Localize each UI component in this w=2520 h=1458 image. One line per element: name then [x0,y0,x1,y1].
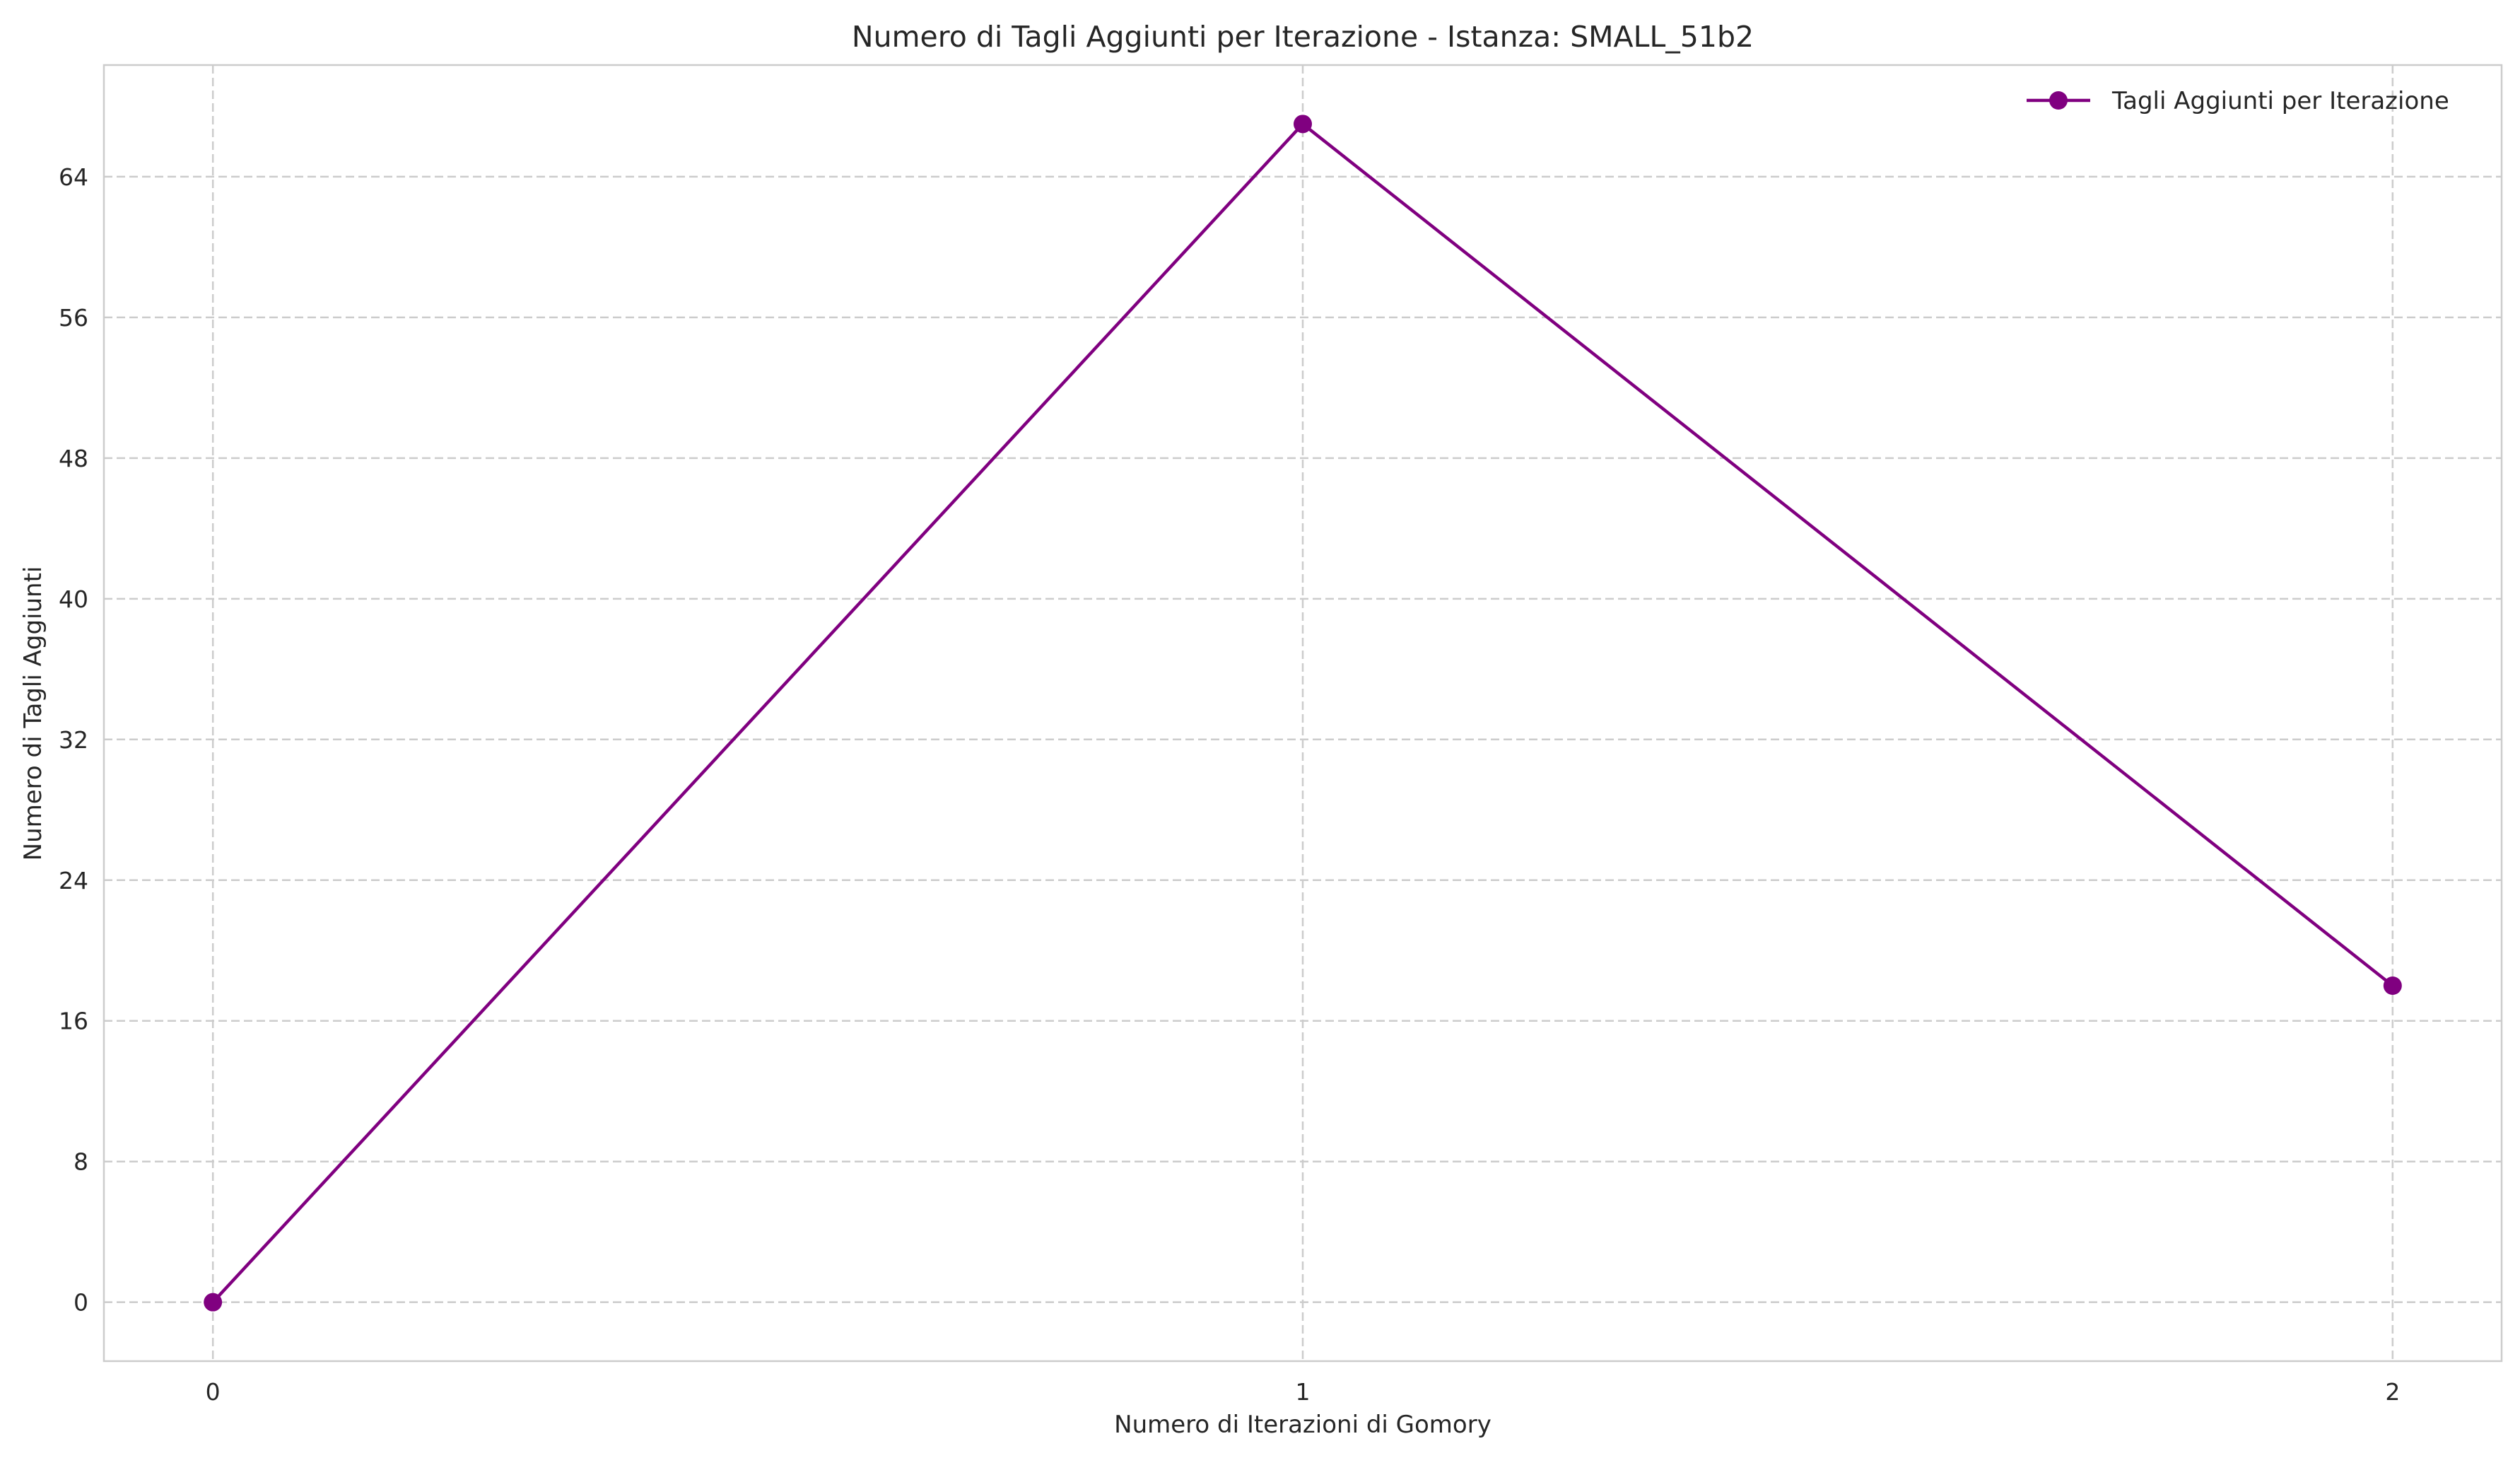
legend: Tagli Aggiunti per Iterazione [2027,87,2449,115]
grid-lines [104,65,2502,1361]
y-tick-label: 56 [59,304,88,332]
y-tick-label: 64 [59,163,88,191]
y-tick-label: 32 [59,726,88,754]
y-tick-labels: 0 8 16 24 32 40 48 56 64 [59,163,88,1317]
y-tick-label: 8 [74,1148,88,1176]
data-point [2383,976,2402,996]
legend-label: Tagli Aggiunti per Iterazione [2111,87,2449,115]
y-tick-label: 24 [59,867,88,894]
data-point [1294,115,1312,134]
chart-title: Numero di Tagli Aggiunti per Iterazione … [852,20,1754,54]
x-tick-label: 2 [2385,1378,2400,1406]
y-axis-label: Numero di Tagli Aggiunti [19,566,47,861]
y-tick-label: 48 [59,445,88,472]
legend-marker [2049,91,2068,110]
x-tick-label: 0 [206,1378,221,1406]
x-tick-labels: 0 1 2 [206,1378,2401,1406]
x-tick-label: 1 [1296,1378,1311,1406]
y-tick-label: 16 [59,1008,88,1035]
y-tick-label: 0 [74,1289,88,1317]
plot-frame [102,64,2503,1363]
x-axis-label: Numero di Iterazioni di Gomory [1114,1411,1492,1439]
data-point [204,1293,223,1312]
y-tick-label: 40 [59,585,88,613]
series-layer [204,115,2402,1312]
